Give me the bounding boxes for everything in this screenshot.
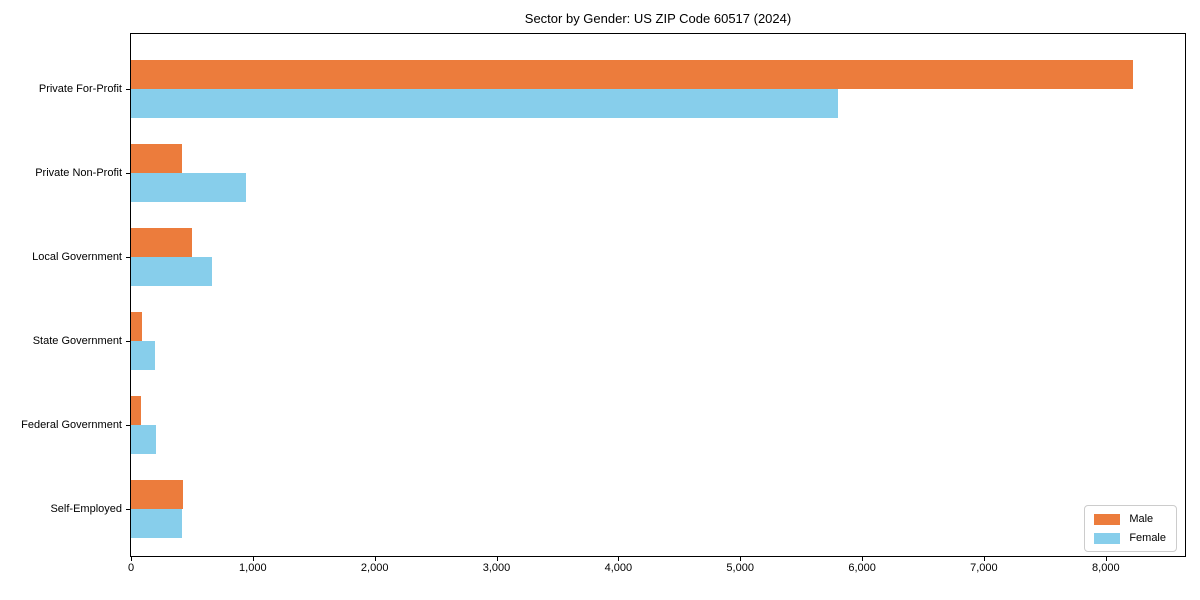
x-tick-mark — [740, 557, 742, 561]
x-tick-mark — [1105, 557, 1107, 561]
x-tick-label: 0 — [127, 562, 135, 574]
y-tick-mark — [126, 173, 130, 174]
bar-female-5 — [131, 509, 182, 538]
bar-female-0 — [131, 89, 838, 118]
legend-entry-female: Female — [1094, 532, 1166, 544]
x-tick-mark — [252, 557, 254, 561]
x-tick-mark — [618, 557, 620, 561]
bar-male-5 — [131, 480, 183, 509]
legend-label-female: Female — [1129, 532, 1166, 544]
x-tick-label: 4,000 — [604, 562, 633, 574]
y-tick-label: Private For-Profit — [38, 83, 122, 95]
x-tick-mark — [862, 557, 864, 561]
legend-label-male: Male — [1129, 513, 1154, 525]
female-series-swatch-icon — [1094, 532, 1121, 544]
y-tick-label: Federal Government — [21, 419, 122, 431]
y-tick-mark — [126, 509, 130, 510]
x-tick-mark — [131, 557, 132, 561]
bar-male-2 — [131, 228, 192, 257]
x-tick-mark — [983, 557, 985, 561]
x-tick-label: 6,000 — [848, 562, 876, 574]
y-tick-label: State Government — [32, 335, 122, 347]
bar-female-1 — [131, 173, 246, 202]
bar-female-3 — [131, 341, 155, 370]
bar-male-3 — [131, 312, 142, 341]
x-tick-mark — [374, 557, 376, 561]
bar-male-4 — [131, 396, 141, 425]
x-tick-label: 2,000 — [360, 562, 389, 574]
y-tick-mark — [126, 341, 130, 342]
x-tick-label: 7,000 — [970, 562, 998, 574]
y-tick-mark — [126, 257, 130, 258]
plot-area: Male Female Private For-Profit Private No… — [21, 33, 1186, 574]
chart-title: Sector by Gender: US ZIP Code 60517 (202… — [524, 11, 792, 26]
bar-female-4 — [131, 425, 156, 454]
x-tick-label: 5,000 — [726, 562, 754, 574]
x-tick-label: 8,000 — [1092, 562, 1120, 574]
bar-female-2 — [131, 257, 212, 286]
x-tick-mark — [496, 557, 498, 561]
y-tick-mark — [126, 89, 130, 90]
y-tick-label: Local Government — [32, 251, 122, 263]
y-tick-label: Self-Employed — [50, 503, 122, 515]
male-series-swatch-icon — [1094, 513, 1121, 525]
legend: Male Female — [1084, 505, 1177, 552]
legend-entry-male: Male — [1094, 513, 1166, 525]
x-tick-label: 3,000 — [482, 562, 511, 574]
bar-male-0 — [131, 60, 1133, 89]
bar-male-1 — [131, 144, 183, 173]
x-tick-label: 1,000 — [239, 562, 267, 574]
y-tick-label: Private Non-Profit — [35, 167, 122, 179]
y-tick-mark — [126, 425, 130, 426]
